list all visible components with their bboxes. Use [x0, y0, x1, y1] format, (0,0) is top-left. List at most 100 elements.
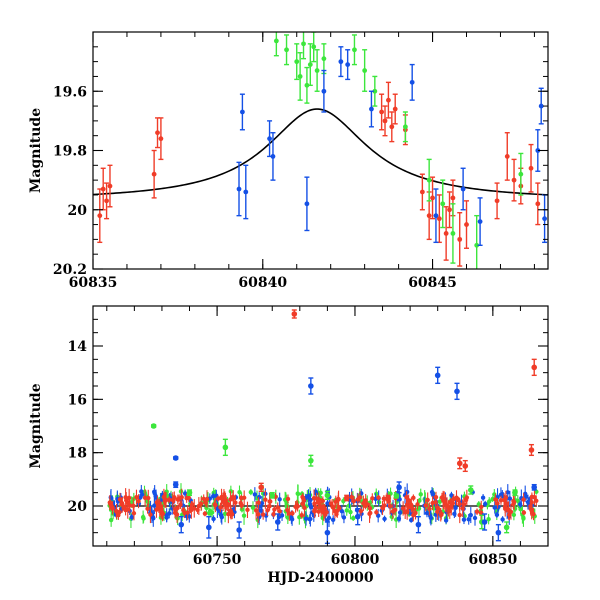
- bottom-dense-point: [336, 497, 341, 502]
- bottom-dense-point: [413, 510, 418, 516]
- top-axis-ticks: 60835 60840 60845 19.6 19.8 20 20.2: [53, 31, 548, 291]
- bottom-data-point: [308, 457, 314, 464]
- bottom-data-point: [291, 311, 298, 317]
- bottom-dense-point: [382, 516, 387, 522]
- bottom-dense-point: [146, 495, 151, 501]
- bottom-dense-point: [275, 505, 280, 510]
- bottom-data-point: [467, 487, 474, 493]
- bottom-data-point: [178, 521, 185, 528]
- bottom-dense-point: [290, 511, 295, 516]
- bottom-dense-point: [316, 497, 322, 502]
- top-data-point: [542, 216, 548, 222]
- bottom-dense-point: [184, 496, 189, 501]
- bottom-dense-point: [348, 509, 353, 515]
- bottom-dense-point: [505, 490, 510, 495]
- bottom-dense-point: [285, 508, 290, 513]
- bottom-dense-point: [142, 495, 148, 500]
- bottom-dense-point: [411, 495, 416, 501]
- bottom-dense-point: [358, 508, 364, 514]
- bottom-dense-point: [370, 496, 375, 501]
- bottom-dense-point: [521, 510, 527, 515]
- top-data-point: [450, 231, 456, 236]
- top-data-point: [409, 79, 415, 85]
- top-data-point: [464, 222, 469, 227]
- bottom-data-point: [385, 495, 391, 501]
- bottom-dense-point: [430, 491, 435, 497]
- bottom-dense-point: [461, 517, 467, 522]
- top-data-point: [267, 136, 272, 142]
- bottom-dense-point: [172, 495, 177, 500]
- bottom-dense-point: [404, 489, 410, 495]
- bottom-dense-point: [267, 499, 272, 504]
- top-data-point: [372, 88, 378, 94]
- top-data-point: [535, 148, 541, 153]
- bottom-dense-point: [464, 495, 470, 500]
- bottom-dense-point: [252, 492, 258, 497]
- top-data-point: [518, 171, 524, 177]
- bottom-data-point: [393, 492, 400, 499]
- bottom-dense-point: [320, 505, 326, 510]
- bottom-data-point: [172, 455, 179, 461]
- bottom-dense-point: [145, 506, 150, 511]
- bottom-data-point: [274, 519, 281, 525]
- bottom-dense-point: [221, 494, 227, 499]
- bottom-dense-point: [424, 510, 430, 516]
- bottom-data-point: [150, 423, 157, 429]
- top-data-point: [369, 106, 374, 112]
- bottom-dense-point: [299, 512, 304, 518]
- bottom-dense-point: [341, 498, 346, 504]
- top-data-point: [294, 59, 300, 65]
- top-data-point: [314, 68, 320, 73]
- bottom-dense-point: [367, 511, 372, 517]
- bottom-dense-point: [330, 517, 336, 523]
- bottom-dense-point: [260, 512, 266, 517]
- bottom-dense-point: [518, 507, 523, 512]
- bottom-dense-point: [218, 505, 223, 510]
- bottom-dense-point: [415, 502, 420, 507]
- bottom-dense-point: [521, 497, 526, 502]
- bottom-dense-point: [308, 497, 313, 503]
- bottom-dense-point: [448, 499, 453, 505]
- bottom-dense-point: [239, 503, 244, 508]
- bottom-data-point: [415, 521, 422, 528]
- bottom-x-tick-label: 60750: [193, 552, 242, 568]
- bottom-dense-point: [107, 500, 112, 505]
- top-data-point: [307, 62, 313, 67]
- top-x-tick-label: 60845: [408, 275, 457, 291]
- bottom-dense-point: [349, 494, 354, 500]
- top-data-point: [352, 47, 357, 53]
- bottom-data-point: [462, 463, 469, 469]
- bottom-dense-point: [351, 498, 356, 504]
- bottom-dense-point: [117, 497, 123, 502]
- bottom-data-point: [258, 484, 265, 491]
- bottom-dense-point: [293, 504, 298, 510]
- bottom-dense-point: [357, 495, 363, 500]
- bottom-dense-point: [265, 508, 270, 513]
- bottom-dense-point: [375, 513, 381, 518]
- bottom-dense-point: [233, 500, 238, 505]
- bottom-dense-point: [250, 505, 256, 510]
- top-data-point: [535, 201, 541, 207]
- bottom-dense-point: [534, 498, 539, 503]
- bottom-dense-point: [204, 496, 210, 502]
- top-data-point: [151, 171, 157, 177]
- top-data-point: [240, 109, 245, 115]
- bottom-dense-point: [229, 512, 235, 517]
- bottom-dense-point: [480, 495, 486, 500]
- bottom-dense-point: [382, 503, 387, 508]
- bottom-dense-point: [178, 489, 184, 494]
- bottom-data-point: [512, 489, 518, 496]
- bottom-data-point: [531, 364, 538, 371]
- top-data-point: [511, 177, 517, 183]
- bottom-dense-point: [192, 506, 197, 511]
- bottom-dense-point: [237, 489, 242, 495]
- top-y-axis-label: Magnitude: [28, 108, 44, 193]
- bottom-dense-point: [508, 509, 514, 514]
- bottom-dense-point: [523, 494, 529, 499]
- bottom-dense-point: [390, 509, 396, 514]
- bottom-data-point: [324, 529, 331, 536]
- bottom-dense-point: [441, 498, 447, 504]
- bottom-dense-point: [302, 505, 307, 511]
- bottom-data-point: [324, 492, 331, 499]
- bottom-dense-point: [439, 512, 444, 518]
